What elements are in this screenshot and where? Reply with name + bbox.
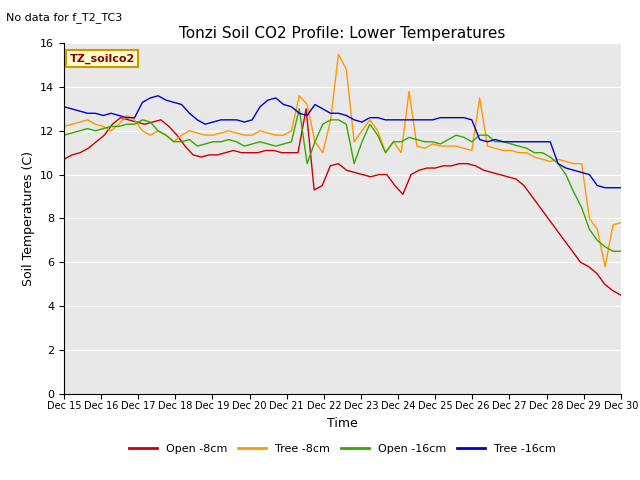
Text: TZ_soilco2: TZ_soilco2 (70, 54, 135, 64)
Legend: Open -8cm, Tree -8cm, Open -16cm, Tree -16cm: Open -8cm, Tree -8cm, Open -16cm, Tree -… (125, 439, 560, 458)
Title: Tonzi Soil CO2 Profile: Lower Temperatures: Tonzi Soil CO2 Profile: Lower Temperatur… (179, 25, 506, 41)
Y-axis label: Soil Temperatures (C): Soil Temperatures (C) (22, 151, 35, 286)
X-axis label: Time: Time (327, 417, 358, 430)
Text: No data for f_T2_TC3: No data for f_T2_TC3 (6, 12, 123, 23)
